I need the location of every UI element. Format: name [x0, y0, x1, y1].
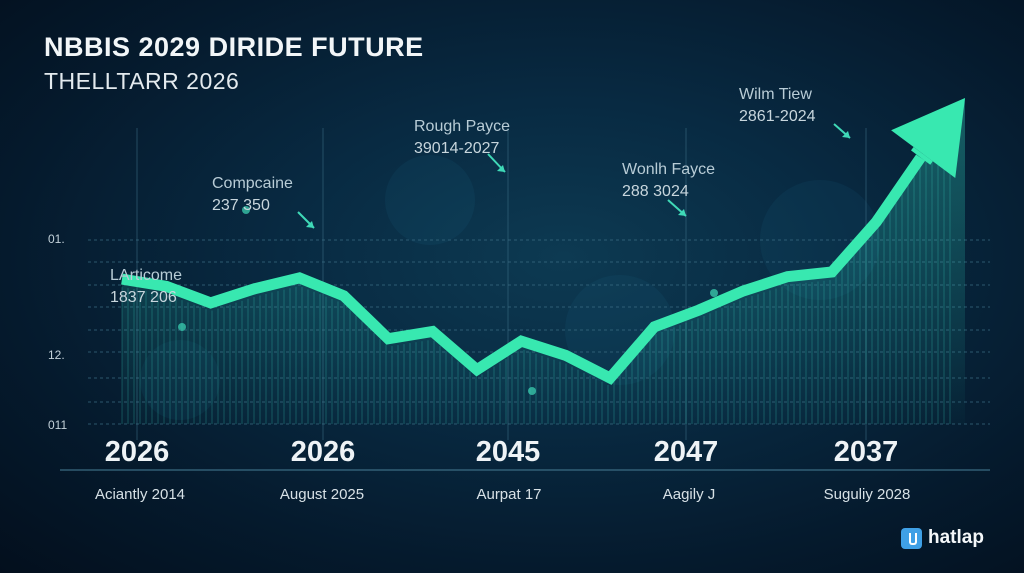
- annotation-wonlh-fayce: Wonlh Fayce 288 3024: [622, 159, 715, 203]
- y-tick-label: 12.: [48, 348, 65, 362]
- chart-title: NBBIS 2029 DIRIDE FUTURE: [44, 32, 424, 62]
- annotation-compcaine: Compcaine 237 350: [212, 173, 293, 217]
- annotation-wilm-tiew: Wilm Tiew 2861-2024: [739, 84, 816, 128]
- annotation-pointer-head: [678, 209, 686, 216]
- x-minor-label: Aagily J: [662, 486, 716, 503]
- x-major-label: 2026: [104, 436, 170, 468]
- trend-arrow-shaft: [911, 146, 933, 165]
- brand-logo: hatlap: [901, 527, 984, 549]
- x-minor-label: August 2025: [279, 486, 365, 503]
- y-tick-label: 011: [48, 418, 68, 432]
- annotation-value: 1837 206: [110, 289, 177, 306]
- chart-subtitle: THELLTARR 2026: [44, 68, 240, 94]
- series-line: [121, 154, 926, 385]
- annotation-value: 39014-2027: [414, 140, 500, 157]
- y-tick-label: 01.: [48, 232, 65, 246]
- accent-dot: [242, 206, 250, 214]
- annotation-title: Wonlh Fayce: [622, 161, 716, 178]
- brand-name: hatlap: [928, 527, 984, 548]
- annotation-pointer-head: [842, 131, 850, 138]
- annotation-title: LArticome: [110, 267, 183, 284]
- annotation-title: Compcaine: [212, 175, 293, 192]
- x-minor-label: Suguliy 2028: [823, 486, 911, 503]
- annotation-pointer-head: [497, 165, 505, 172]
- annotation-pointer-head: [306, 221, 314, 228]
- annotation-title: Rough Payce: [414, 118, 511, 135]
- x-major-label: 2045: [475, 436, 541, 468]
- area-fill: [122, 98, 965, 424]
- annotation-value: 2861-2024: [739, 108, 816, 125]
- annotation-value: 237 350: [212, 197, 270, 214]
- annotation-value: 288 3024: [622, 183, 689, 200]
- x-major-label: 2026: [290, 436, 356, 468]
- annotation-rough-payce: Rough Payce 39014-2027: [414, 116, 510, 160]
- annotation-larticome: LArticome 1837 206: [110, 265, 182, 309]
- x-major-label: 2047: [653, 436, 719, 468]
- glow-blob: [385, 155, 475, 245]
- trend-arrowhead: [891, 98, 965, 179]
- annotation-title: Wilm Tiew: [739, 86, 812, 103]
- x-major-label: 2037: [833, 436, 899, 468]
- logo-icon: [901, 527, 922, 549]
- accent-dot: [710, 289, 718, 297]
- x-minor-label: Aciantly 2014: [94, 486, 186, 503]
- x-minor-label: Aurpat 17: [476, 486, 542, 503]
